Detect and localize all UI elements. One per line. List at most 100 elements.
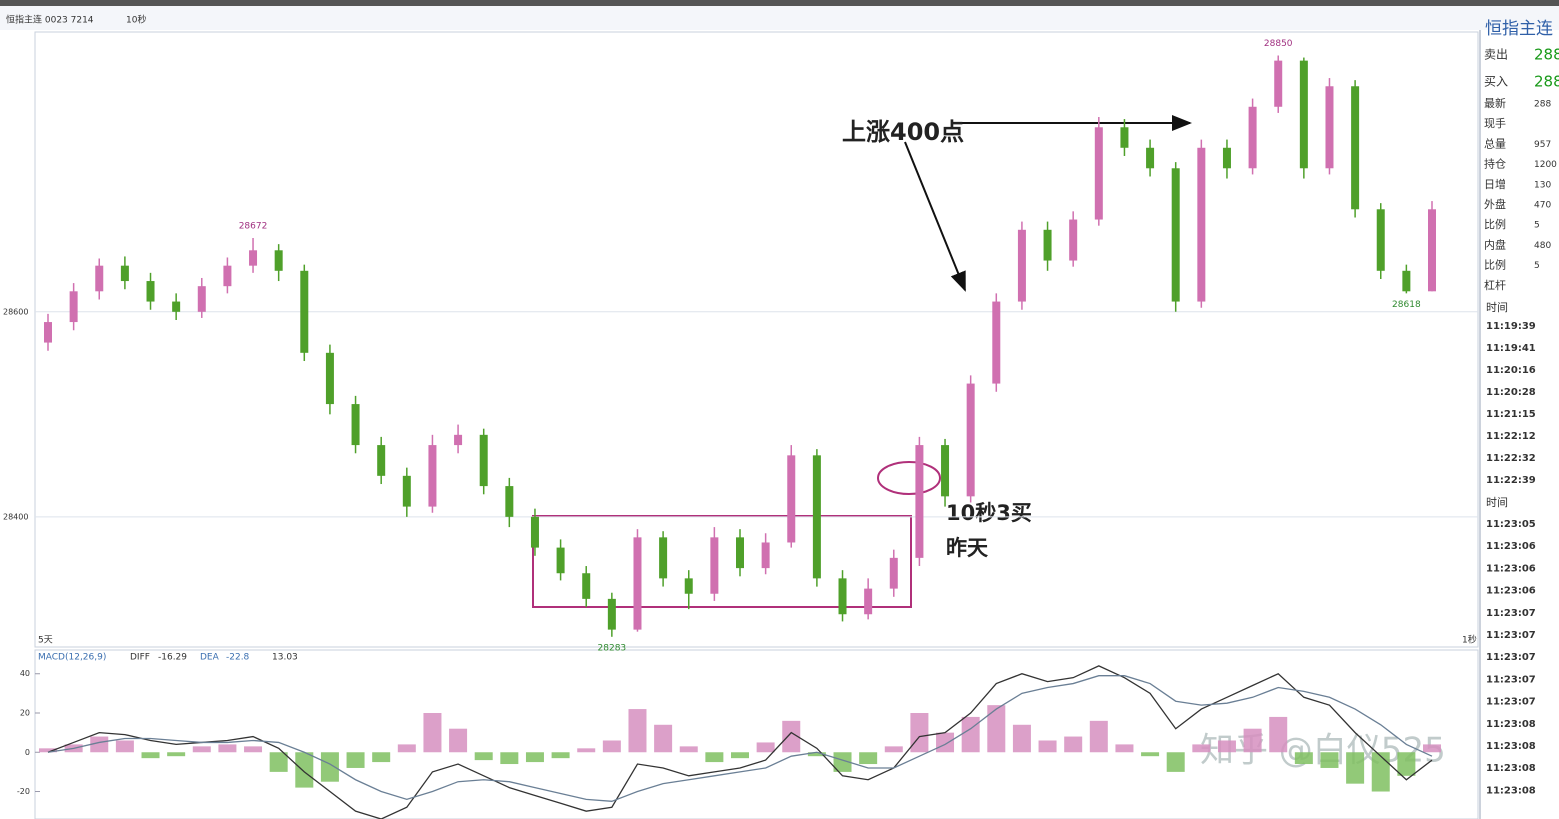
extreme-label: 28672 (239, 221, 268, 231)
candle-body (1094, 127, 1103, 220)
quote-label: 杠杆 (1484, 278, 1506, 292)
histogram-bar (936, 732, 955, 753)
time-entry: 11:23:05 (1486, 519, 1536, 530)
y-tick-label: 40 (20, 669, 30, 678)
histogram-bar (1141, 752, 1160, 757)
candle-body (864, 588, 873, 615)
candle-body (1197, 147, 1206, 302)
diff-label: DIFF (130, 653, 150, 663)
quote-label: 内盘 (1484, 237, 1506, 251)
candle-body (197, 286, 206, 312)
dea-label: DEA (200, 653, 220, 663)
quote-value: 130 (1534, 180, 1551, 190)
quote-value: 288 (1534, 73, 1559, 91)
quote-value: 1200 (1534, 160, 1557, 170)
interval[interactable]: 10秒 (126, 14, 146, 26)
histogram-bar (346, 752, 365, 768)
time-entry: 11:23:07 (1486, 652, 1536, 663)
candle-body (1402, 270, 1411, 292)
histogram-bar (679, 746, 698, 753)
candle-body (1017, 229, 1026, 302)
candle-body (1428, 209, 1436, 292)
diff-value: -16.29 (158, 653, 187, 663)
arrow (904, 141, 966, 292)
histogram-bar (1243, 728, 1262, 753)
time-header: 时间 (1486, 496, 1508, 509)
candle-body (428, 445, 437, 507)
time-entry: 11:23:08 (1486, 719, 1536, 730)
histogram-bar (782, 720, 801, 753)
histogram-bar (705, 752, 724, 763)
macd-title: MACD(12,26,9) (38, 653, 106, 663)
toolbar (0, 6, 1559, 30)
time-entry: 11:19:41 (1486, 343, 1536, 354)
candle-body (556, 547, 565, 574)
histogram-bar (90, 736, 109, 753)
histogram-bar (1115, 744, 1134, 753)
histogram-bar (859, 752, 878, 765)
macd-line (47, 675, 1433, 802)
histogram-bar (756, 742, 775, 753)
candle-body (377, 445, 386, 476)
candle-body (736, 537, 744, 569)
time-header: 时间 (1486, 301, 1508, 314)
candle-body (1299, 60, 1308, 169)
quote-label: 卖出 (1484, 48, 1508, 62)
time-entry: 11:19:39 (1486, 321, 1536, 332)
histogram-bar (141, 752, 160, 759)
signal-circle (877, 461, 941, 495)
histogram-bar (833, 752, 852, 772)
time-entry: 11:23:06 (1486, 541, 1536, 552)
candle-body (223, 265, 232, 287)
quote-label: 买入 (1484, 75, 1508, 89)
quote-label: 比例 (1484, 258, 1506, 272)
candle-body (479, 434, 488, 487)
time-entry: 11:22:12 (1486, 431, 1536, 442)
histogram-bar (731, 752, 749, 759)
histogram-bar (602, 740, 621, 753)
symbol[interactable]: 恒指主连 0023 7214 (6, 14, 94, 26)
y-tick-label: -20 (17, 787, 30, 796)
histogram-bar (320, 752, 339, 782)
histogram-bar (1346, 752, 1365, 784)
histogram-bar (1423, 744, 1441, 753)
quote-label: 持仓 (1484, 157, 1506, 171)
top-bar (0, 0, 1559, 6)
histogram-bar (1064, 736, 1083, 753)
candle-body (761, 542, 770, 569)
time-entry: 11:23:07 (1486, 697, 1536, 708)
histogram-bar (167, 752, 186, 757)
quote-value: 480 (1534, 241, 1551, 251)
candle-body (120, 265, 129, 282)
candle-body (1351, 86, 1360, 210)
y-tick-label: 28400 (3, 512, 28, 521)
histogram-bar (1012, 724, 1031, 753)
time-entry: 11:22:39 (1486, 475, 1536, 486)
main-plot-frame (34, 31, 1479, 648)
histogram-bar (654, 724, 673, 753)
quote-label: 日增 (1484, 177, 1506, 191)
histogram-bar (525, 752, 544, 763)
annotation: 上涨400点 (842, 118, 964, 146)
candle-body (274, 250, 283, 271)
dea-value: -22.8 (226, 653, 250, 663)
candle-body (172, 301, 181, 312)
time-entry: 11:20:28 (1486, 387, 1536, 398)
histogram-bar (192, 746, 211, 753)
histogram-bar (295, 752, 314, 788)
extreme-label: 28850 (1264, 39, 1293, 49)
histogram-bar (987, 705, 1006, 753)
macd-value: 13.03 (272, 653, 298, 663)
histogram-bar (218, 744, 237, 753)
candle-body (402, 475, 411, 507)
quote-label: 外盘 (1484, 197, 1506, 211)
quote-label: 现手 (1484, 116, 1506, 130)
candle-body (966, 383, 975, 497)
candle-body (1171, 168, 1180, 302)
candle-body (941, 445, 950, 497)
time-entry: 11:23:07 (1486, 608, 1536, 619)
y-tick-label: 0 (25, 748, 30, 757)
histogram-bar (269, 752, 288, 772)
candle-body (787, 455, 796, 543)
